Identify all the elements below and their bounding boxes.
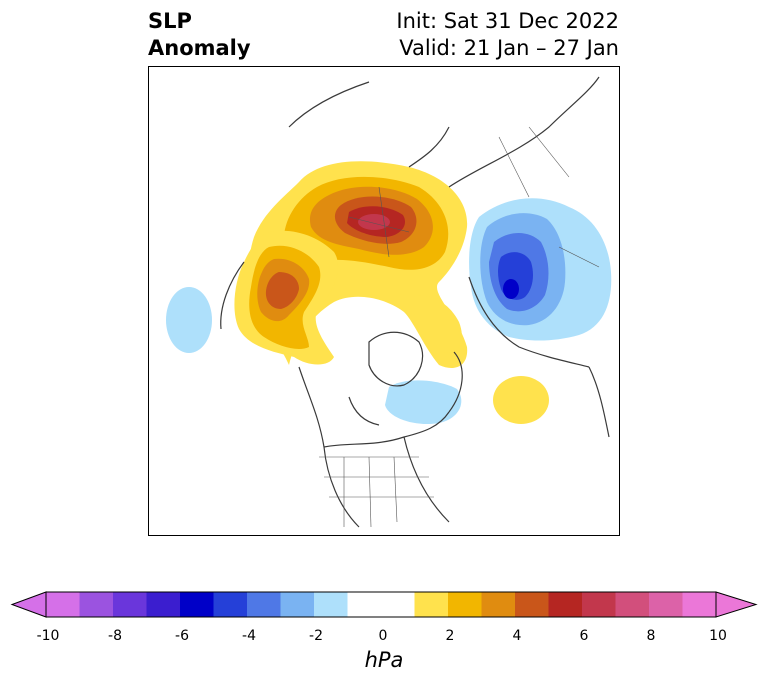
colorbar-cell <box>146 592 181 617</box>
colorbar-cell <box>682 592 717 617</box>
title-line-1: SLP <box>148 9 192 33</box>
colorbar-cell <box>347 592 382 617</box>
tick-label: -8 <box>108 628 122 644</box>
tick-label: 2 <box>445 628 455 644</box>
tick-label: 8 <box>646 628 656 644</box>
positive-anomaly-atlantic <box>493 376 549 424</box>
colorbar-cell <box>582 592 616 617</box>
negative-anomaly-north-pacific <box>166 287 212 353</box>
chart-title: SLP Anomaly <box>148 8 251 62</box>
colorbar-cell <box>314 592 348 617</box>
tick-label: -4 <box>242 628 256 644</box>
colorbar-cell <box>180 592 214 617</box>
title-line-2: Anomaly <box>148 36 251 60</box>
positive-anomaly-siberia <box>411 295 462 353</box>
negative-anomaly-north-atlantic <box>469 198 612 341</box>
colorbar-cell <box>79 592 114 617</box>
tick-label: -6 <box>175 628 189 644</box>
valid-range: Valid: 21 Jan – 27 Jan <box>399 36 619 60</box>
colorbar-cell <box>247 592 281 617</box>
tick-label: 6 <box>579 628 589 644</box>
tick-label: 4 <box>512 628 522 644</box>
colorbar-cell <box>213 592 248 617</box>
colorbar-extend-max <box>715 591 758 618</box>
colorbar-cell <box>448 592 482 617</box>
colorbar-cell <box>280 592 315 617</box>
state-borders <box>319 126 600 528</box>
positive-anomaly-alaska <box>234 230 339 365</box>
colorbar-cell <box>46 592 80 617</box>
init-date: Init: Sat 31 Dec 2022 <box>396 9 619 33</box>
map-panel <box>148 66 620 536</box>
tick-label: -2 <box>309 628 323 644</box>
colorbar-cell <box>548 592 583 617</box>
tick-label: -10 <box>36 628 60 644</box>
tick-label: 0 <box>378 628 388 644</box>
coastlines <box>220 76 610 528</box>
colorbar-cell <box>381 592 415 617</box>
tick-label: 10 <box>709 628 727 644</box>
init-valid-info: Init: Sat 31 Dec 2022 Valid: 21 Jan – 27… <box>396 8 619 62</box>
colorbar <box>10 591 758 618</box>
anomaly-map <box>149 67 619 535</box>
colorbar-cell <box>615 592 650 617</box>
colorbar-cell <box>649 592 683 617</box>
colorbar-cell <box>481 592 516 617</box>
negative-anomaly-hudson-bay <box>385 380 462 425</box>
colorbar-cell <box>515 592 549 617</box>
colorbar-cell <box>113 592 147 617</box>
colorbar-unit: hPa <box>364 648 404 672</box>
colorbar-extend-min <box>10 591 47 618</box>
colorbar-cell <box>414 592 449 617</box>
